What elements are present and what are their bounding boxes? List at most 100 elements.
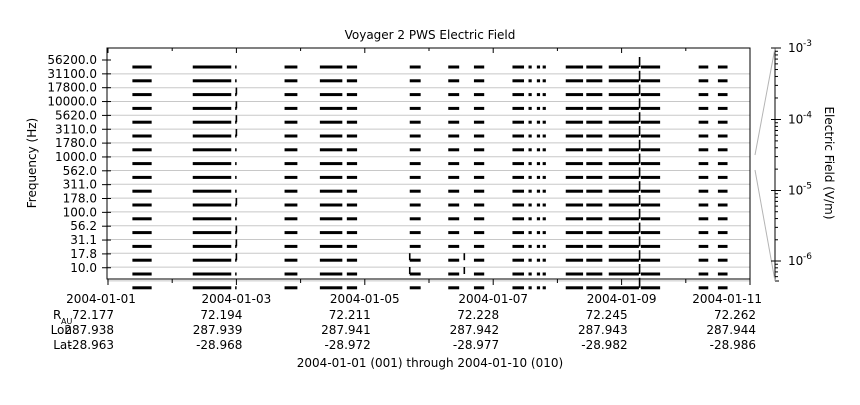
data-segment	[346, 231, 358, 235]
data-segment	[346, 175, 358, 179]
data-segment	[448, 258, 460, 262]
data-segment	[528, 106, 532, 110]
burst-spike	[235, 239, 238, 247]
data-segment	[409, 231, 421, 235]
data-segment	[640, 203, 661, 207]
data-segment	[698, 148, 709, 152]
data-segment	[565, 175, 584, 179]
data-segment	[640, 65, 661, 69]
data-segment	[192, 162, 232, 166]
data-segment	[640, 120, 661, 124]
data-segment	[284, 189, 298, 193]
data-segment	[608, 286, 639, 290]
colorbar-tick-base: 10	[788, 184, 803, 198]
ephem-r_au-value: 72.228	[457, 308, 499, 322]
y-tick-label: 31.1	[70, 233, 97, 247]
data-segment	[319, 272, 343, 276]
data-segment	[192, 231, 232, 235]
colorbar-tick-exp: -6	[803, 252, 812, 262]
data-segment	[346, 148, 358, 152]
channel-5	[132, 134, 728, 138]
data-segment	[586, 134, 603, 138]
data-segment	[473, 79, 485, 83]
data-segment	[528, 162, 532, 166]
data-segment	[565, 258, 584, 262]
data-segment	[512, 134, 525, 138]
data-segment	[528, 203, 532, 207]
data-segment	[698, 106, 709, 110]
data-segment	[536, 217, 541, 221]
data-segment	[448, 189, 460, 193]
x-tick-label: 2004-01-11	[692, 292, 762, 306]
data-segment	[536, 203, 541, 207]
data-segment	[409, 93, 421, 97]
burst-spike	[235, 115, 238, 123]
data-segment	[284, 65, 298, 69]
ephemeris-table: R AULonLat72.177287.938-28.96372.194287.9…	[51, 308, 756, 352]
y-tick-label: 56200.0	[47, 53, 97, 67]
data-segment	[698, 244, 709, 248]
data-segment	[565, 65, 584, 69]
data-segment	[409, 217, 421, 221]
data-segment	[409, 148, 421, 152]
data-segment	[409, 79, 421, 83]
y-tick-label: 17800.0	[47, 81, 97, 95]
burst-spike	[638, 70, 641, 81]
data-segment	[473, 120, 485, 124]
data-segment	[319, 120, 343, 124]
data-segment	[717, 217, 728, 221]
data-segment	[717, 93, 728, 97]
data-segment	[698, 189, 709, 193]
burst-spike	[638, 139, 641, 150]
data-segment	[717, 244, 728, 248]
data-segment	[512, 203, 525, 207]
ephem-label-lon: Lon	[51, 323, 72, 337]
data-marks	[132, 57, 728, 290]
data-segment	[608, 106, 639, 110]
y-axis: 56200.031100.017800.010000.05620.03110.0…	[47, 53, 111, 275]
data-segment	[284, 148, 298, 152]
ephem-lat-value: -28.972	[324, 338, 370, 352]
data-segment	[698, 203, 709, 207]
ephem-r_au-value: 72.177	[72, 308, 114, 322]
data-segment	[346, 286, 358, 290]
data-segment	[536, 65, 541, 69]
channel-12	[132, 231, 728, 235]
data-segment	[409, 106, 421, 110]
data-segment	[473, 217, 485, 221]
ephem-lat-value: -28.977	[453, 338, 499, 352]
data-segment	[528, 244, 532, 248]
data-segment	[717, 286, 728, 290]
data-segment	[473, 175, 485, 179]
data-segment	[698, 93, 709, 97]
data-segment	[536, 120, 541, 124]
data-segment	[319, 106, 343, 110]
data-segment	[536, 286, 541, 290]
data-segment	[586, 162, 603, 166]
data-segment	[132, 120, 152, 124]
data-segment	[512, 106, 525, 110]
data-segment	[448, 93, 460, 97]
ephem-label-r-sub: AU	[61, 317, 72, 326]
data-segment	[698, 134, 709, 138]
chart-title: Voyager 2 PWS Electric Field	[345, 28, 516, 42]
data-segment	[346, 134, 358, 138]
y-tick-label: 10000.0	[47, 95, 97, 109]
data-segment	[512, 189, 525, 193]
channel-7	[132, 162, 728, 166]
data-segment	[586, 244, 603, 248]
data-segment	[132, 203, 152, 207]
data-segment	[319, 79, 343, 83]
colorbar-leader	[754, 47, 776, 156]
burst-spike	[235, 129, 238, 136]
data-segment	[192, 79, 232, 83]
data-segment	[542, 217, 546, 221]
data-segment	[542, 231, 546, 235]
channel-2	[132, 93, 728, 97]
data-segment	[565, 93, 584, 97]
burst-spike	[638, 98, 641, 109]
data-segment	[235, 148, 237, 152]
ephem-r_au-value: 72.211	[329, 308, 371, 322]
data-segment	[640, 148, 661, 152]
data-segment	[698, 120, 709, 124]
